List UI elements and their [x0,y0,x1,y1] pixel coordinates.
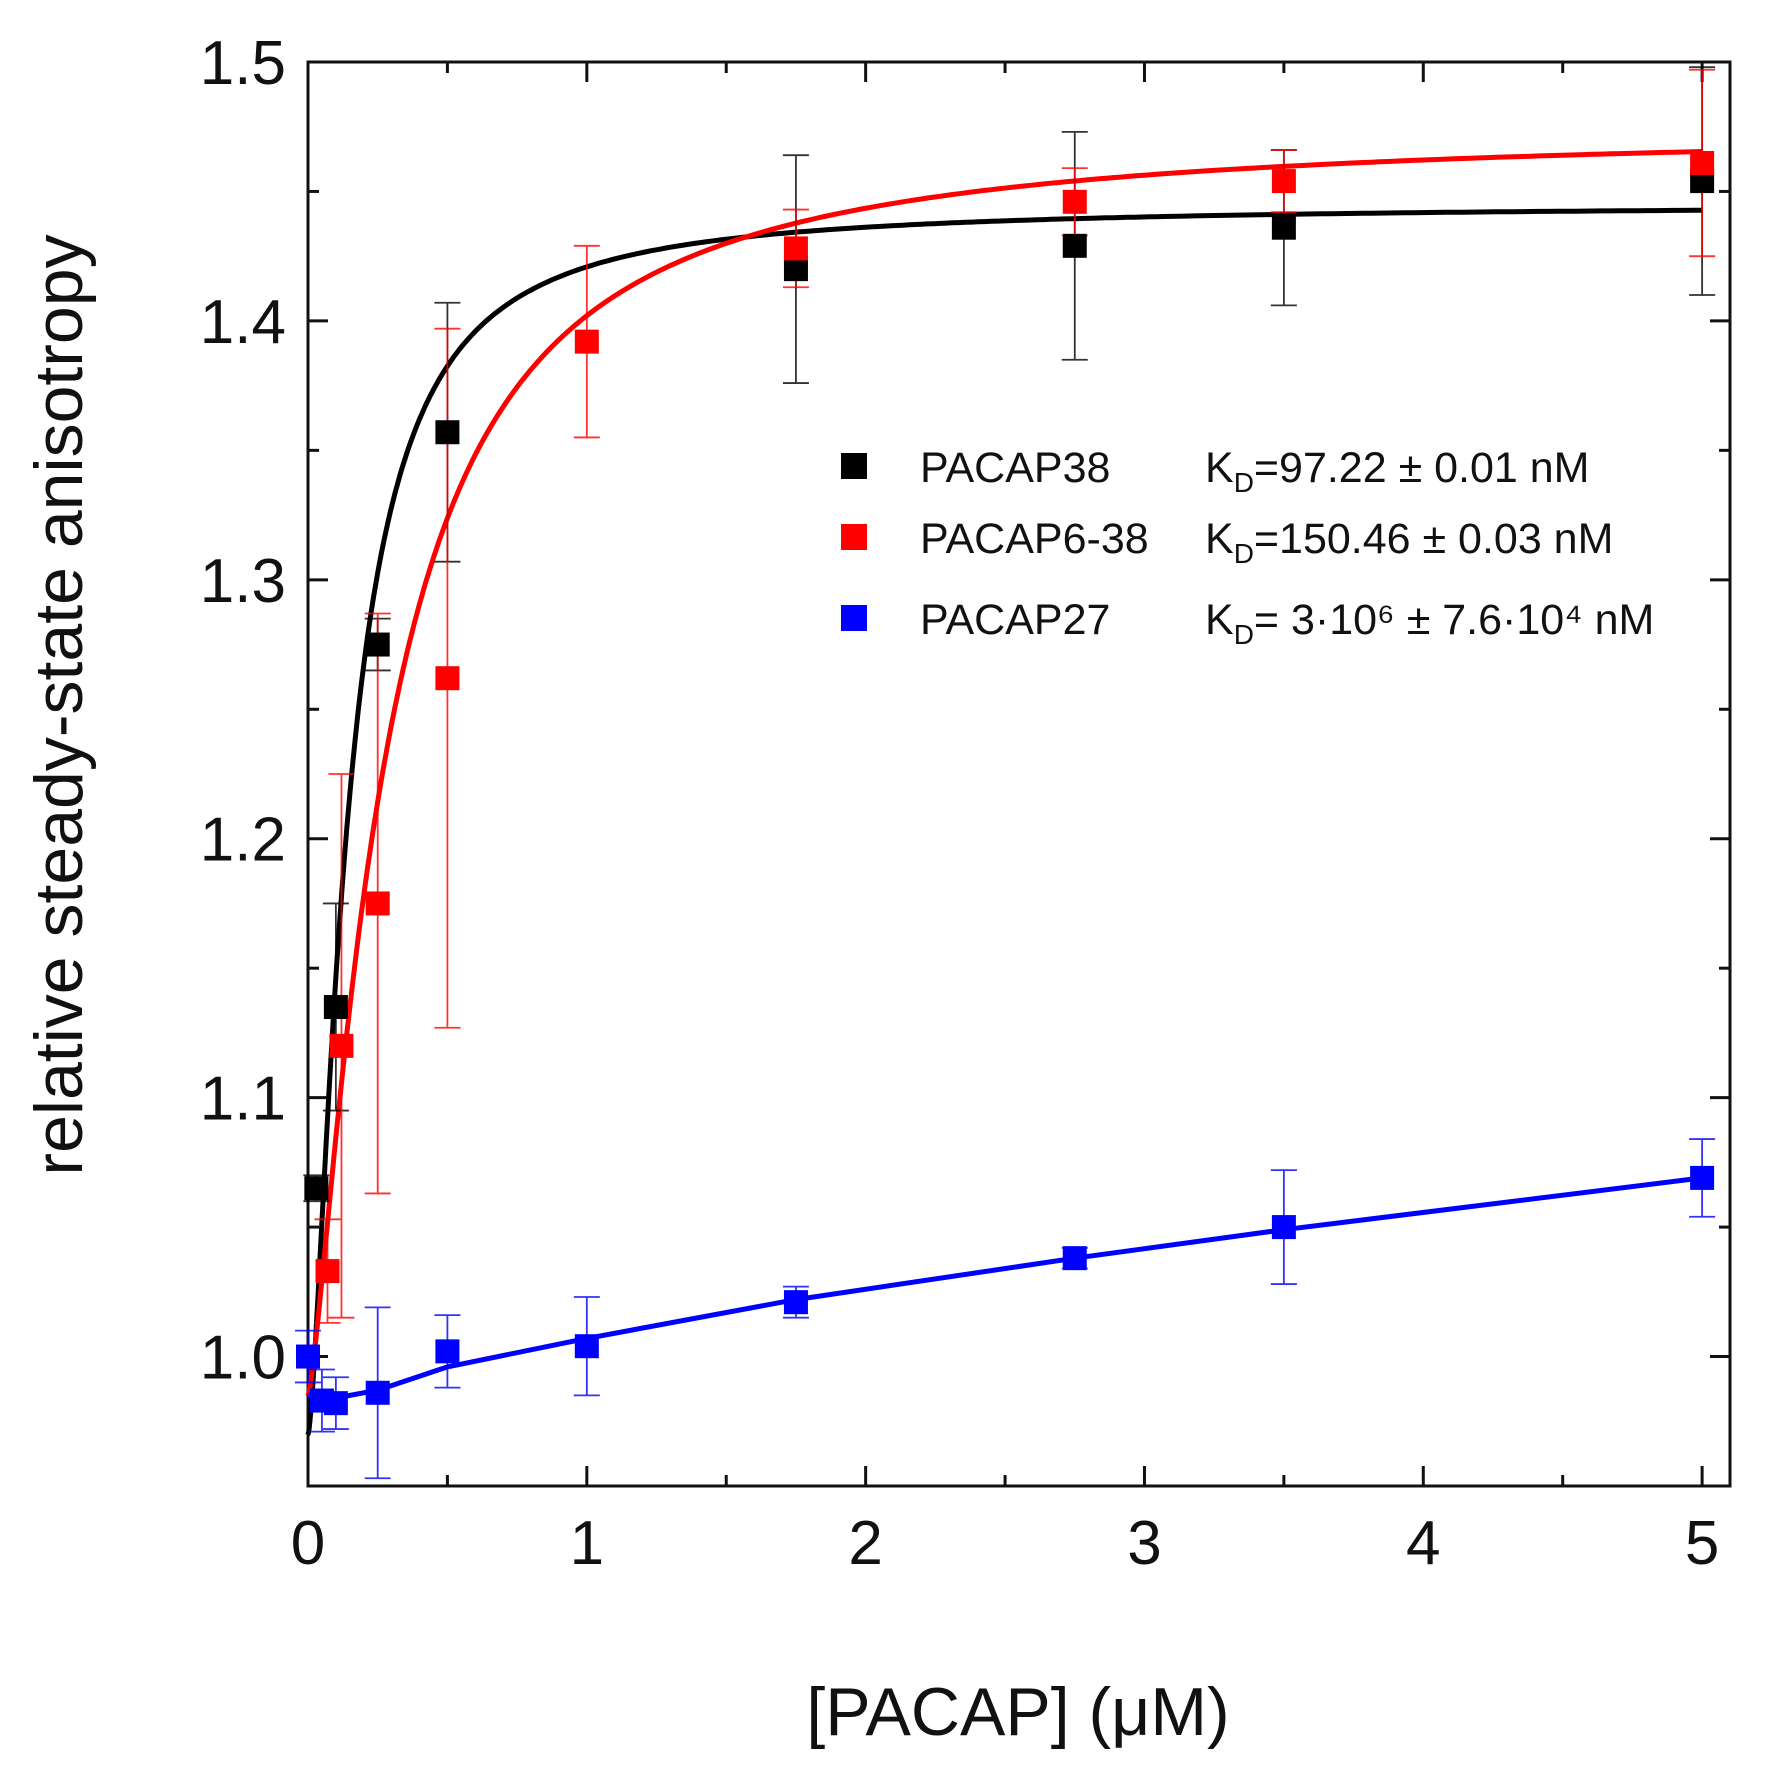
y-tick-label: 1.4 [200,288,286,357]
x-tick-label: 2 [848,1509,882,1578]
kd-value: = 3·10⁶ ± 7.6·10⁴ nM [1254,596,1654,644]
data-point-pacap6-38 [435,666,460,691]
x-tick-label: 4 [1406,1509,1440,1578]
legend-label-pacap27: PACAP27 [920,596,1110,644]
data-point-pacap6-38 [365,891,390,916]
y-tick-label: 1.2 [200,806,286,875]
axes-frame [306,60,1732,1488]
data-point-pacap27 [1062,1246,1087,1271]
data-point-pacap6-38 [574,329,599,354]
data-point-pacap6-38 [783,236,808,261]
kd-symbol: K [1205,596,1234,644]
data-point-pacap6-38 [315,1259,340,1284]
fit-curves [305,149,1703,1437]
data-point-pacap27 [296,1344,320,1369]
plot-frame [306,60,1732,1488]
y-tick-label: 1.1 [200,1065,286,1134]
y-tick-label: 1.0 [200,1324,286,1393]
tick-labels: 0 1 2 3 4 5 1.0 1.1 1.2 1.3 1.4 1.5 [200,29,1720,1578]
fit-curve-pacap38 [305,207,1703,1437]
legend-marker-pacap27 [841,605,867,631]
data-point-pacap27 [1271,1215,1296,1240]
data-point-pacap6-38 [1062,189,1087,214]
legend: PACAP38 KD=97.22 ± 0.01 nM PACAP6-38 KD=… [841,444,1654,650]
fit-curve-pacap6-38 [305,149,1703,1398]
y-axis-title: relative steady-state anisotropy [21,234,97,1175]
data-point-pacap27 [783,1290,808,1315]
x-axis-title: [PACAP] (μM) [806,1674,1229,1750]
kd-value: =150.46 ± 0.03 nM [1254,515,1614,563]
data-point-pacap38 [1271,215,1296,240]
data-point-pacap27 [435,1339,460,1364]
legend-label-pacap38: PACAP38 [920,444,1110,492]
x-tick-label: 5 [1685,1509,1719,1578]
data-point-pacap6-38 [329,1033,354,1058]
x-tick-label: 0 [291,1509,325,1578]
kd-subscript: D [1234,619,1254,650]
data-point-pacap6-38 [1271,169,1296,194]
data-points [296,150,1715,1416]
kd-value: =97.22 ± 0.01 nM [1254,444,1590,492]
kd-symbol: K [1205,515,1234,563]
x-tick-label: 3 [1127,1509,1161,1578]
legend-marker-pacap38 [841,453,867,479]
data-point-pacap6-38 [1690,150,1715,175]
kd-subscript: D [1234,467,1254,498]
legend-marker-pacap6-38 [841,524,867,550]
data-point-pacap27 [365,1380,390,1405]
kd-subscript: D [1234,538,1254,569]
fit-curve-pacap27 [307,1175,1703,1401]
y-tick-label: 1.3 [200,547,286,616]
legend-kd-pacap6-38: KD=150.46 ± 0.03 nM [1205,515,1613,569]
legend-kd-pacap38: KD=97.22 ± 0.01 nM [1205,444,1590,498]
data-point-pacap38 [435,420,460,445]
data-point-pacap38 [323,995,348,1020]
legend-label-pacap6-38: PACAP6-38 [920,515,1149,563]
data-point-pacap38 [783,257,808,282]
x-tick-label: 1 [570,1509,604,1578]
data-point-pacap27 [1690,1165,1715,1190]
data-point-pacap27 [323,1391,348,1416]
data-point-pacap38 [1062,233,1087,258]
data-point-pacap27 [574,1334,599,1359]
y-tick-label: 1.5 [200,29,286,98]
data-point-pacap38 [365,632,390,657]
legend-kd-pacap27: KD= 3·10⁶ ± 7.6·10⁴ nM [1205,596,1654,650]
kd-symbol: K [1205,444,1234,492]
data-point-pacap38 [304,1176,329,1201]
